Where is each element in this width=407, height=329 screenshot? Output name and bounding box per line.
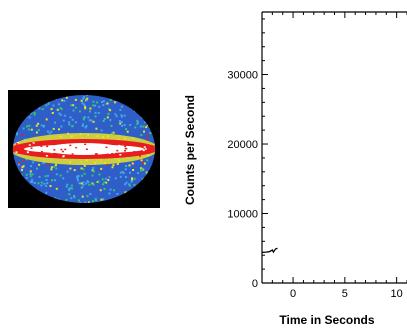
- x-tick-label: 10: [391, 288, 403, 300]
- series-line: [261, 247, 278, 254]
- y-tick-label: 10000: [227, 209, 258, 221]
- y-tick-label: 30000: [227, 70, 258, 82]
- y-tick-label: 0: [252, 278, 258, 290]
- sky-map-image: [8, 90, 160, 208]
- y-axis-label: Counts per Second: [183, 95, 197, 205]
- galactic-plane-icon: [13, 95, 155, 203]
- x-tick-label: 0: [290, 288, 296, 300]
- chart-frame: [261, 11, 407, 284]
- y-tick-label: 20000: [227, 139, 258, 151]
- x-tick-label: 5: [342, 288, 348, 300]
- x-axis-label: Time in Seconds: [279, 313, 374, 327]
